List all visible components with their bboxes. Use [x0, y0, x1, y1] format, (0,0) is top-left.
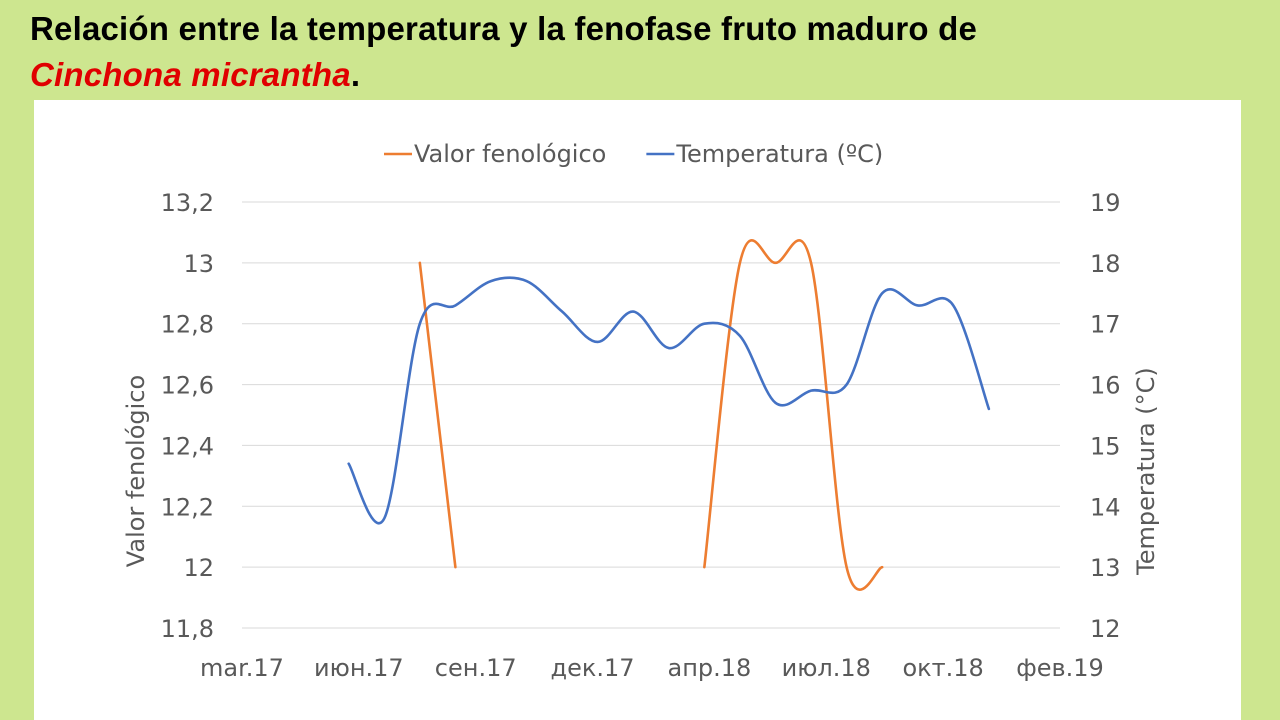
y-left-tick-label: 11,8 — [161, 615, 214, 643]
y-right-tick-label: 18 — [1090, 250, 1121, 278]
x-tick-label: дек.17 — [551, 654, 635, 682]
legend-label-valor-fenologico: Valor fenológico — [414, 140, 606, 168]
title-end: . — [350, 56, 361, 93]
y-left-tick-label: 13 — [183, 250, 214, 278]
line-chart: 11,8 12 12,2 12,4 12,6 12,8 13 13,2 12 13 14 15 16 17… — [122, 140, 1160, 682]
y-right-tick-label: 13 — [1090, 554, 1121, 582]
y-right-tick-label: 12 — [1090, 615, 1121, 643]
x-tick-label: сен.17 — [435, 654, 517, 682]
x-tick-label: июн.17 — [314, 654, 404, 682]
x-tick-label: окт.18 — [902, 654, 983, 682]
series-line-valor-fenologico — [703, 239, 884, 591]
y-left-axis-title: Valor fenológico — [122, 375, 150, 567]
y-left-tick-label: 12,6 — [161, 372, 214, 400]
legend-label-temperatura: Temperatura (ºC) — [675, 140, 883, 168]
y-left-tick-label: 13,2 — [161, 189, 214, 217]
chart-panel: 11,8 12 12,2 12,4 12,6 12,8 13 13,2 12 13 14 15 16 17… — [34, 100, 1241, 720]
y-left-tick-label: 12,8 — [161, 311, 214, 339]
y-left-tick-label: 12,2 — [161, 493, 214, 521]
series-line-temperatura — [347, 276, 991, 525]
title-line1: Relación entre la temperatura y la fenof… — [30, 10, 978, 47]
y-right-tick-label: 17 — [1090, 311, 1121, 339]
x-tick-label: июл.18 — [782, 654, 871, 682]
y-right-tick-label: 19 — [1090, 189, 1121, 217]
y-right-tick-label: 16 — [1090, 372, 1121, 400]
x-tick-label: апр.18 — [668, 654, 752, 682]
series-line-valor-fenologico — [418, 261, 457, 569]
y-left-tick-label: 12,4 — [161, 432, 214, 460]
title-species: Cinchona micrantha — [30, 56, 351, 93]
y-left-tick-label: 12 — [183, 554, 214, 582]
y-right-axis-title: Temperatura (°C) — [1132, 367, 1160, 576]
y-right-tick-label: 15 — [1090, 432, 1121, 460]
x-tick-label: mar.17 — [200, 654, 284, 682]
x-tick-label: фев.19 — [1016, 654, 1104, 682]
slide-title: Relación entre la temperatura y la fenof… — [30, 6, 1270, 98]
y-right-tick-label: 14 — [1090, 493, 1121, 521]
